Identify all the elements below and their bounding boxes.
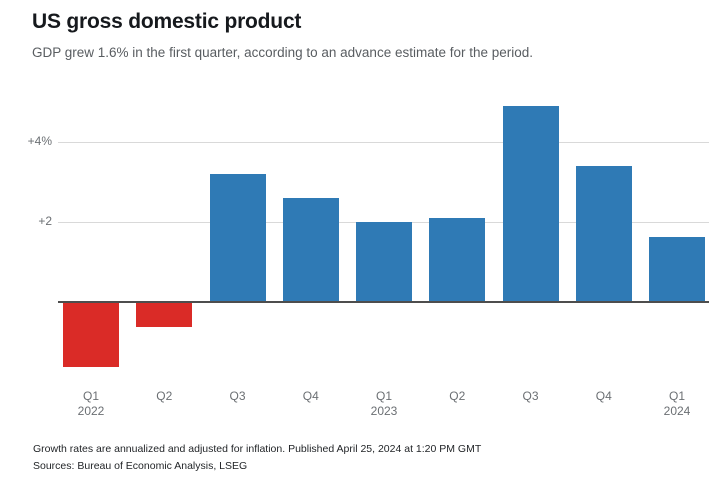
x-tick-year-2024: 2024 <box>663 404 691 418</box>
x-axis-zero-line <box>58 301 709 303</box>
x-tick-year-2022: 2022 <box>77 404 105 418</box>
chart-footer: Growth rates are annualized and adjusted… <box>33 443 481 477</box>
chart-note: Growth rates are annualized and adjusted… <box>33 443 482 455</box>
x-tick-quarter-q1-2023: Q1 <box>375 389 393 403</box>
x-tick-quarter-q1-2024: Q1 <box>668 389 686 403</box>
bar-q2-2023 <box>429 217 486 301</box>
x-tick-quarter-q1-2022: Q1 <box>82 389 100 403</box>
chart-subtitle: GDP grew 1.6% in the first quarter, acco… <box>32 45 534 60</box>
bar-q1-2024 <box>649 237 705 301</box>
x-tick-quarter-q4-2022: Q4 <box>302 389 319 403</box>
bar-q3-2022 <box>209 173 266 301</box>
y-axis-label-4: +4% <box>27 134 52 148</box>
x-tick-quarter-q3-2022: Q3 <box>229 389 246 403</box>
bar-q1-2022 <box>63 303 119 367</box>
gridline-4pct <box>58 142 709 143</box>
x-tick-quarter-q4-2023: Q4 <box>595 389 612 403</box>
bar-q4-2022 <box>282 197 339 301</box>
gdp-bar-chart: +2 +4% Q1 2022 Q2 Q3 Q4 Q1 2023 Q2 Q3 Q4 Q1 2024 <box>0 90 709 430</box>
x-tick-quarter-q2-2023: Q2 <box>449 389 466 403</box>
chart-sources: Sources: Bureau of Economic Analysis, LS… <box>33 460 248 472</box>
x-tick-quarter-q2-2022: Q2 <box>156 389 173 403</box>
chart-title: US gross domestic product <box>32 10 302 33</box>
bar-q2-2022 <box>136 303 193 327</box>
y-axis-label-2: +2 <box>38 213 52 228</box>
bar-q1-2023 <box>356 221 412 301</box>
bar-q4-2023 <box>575 165 632 301</box>
bar-q3-2023 <box>502 106 559 301</box>
x-tick-quarter-q3-2023: Q3 <box>522 389 539 403</box>
x-tick-year-2023: 2023 <box>370 404 398 418</box>
